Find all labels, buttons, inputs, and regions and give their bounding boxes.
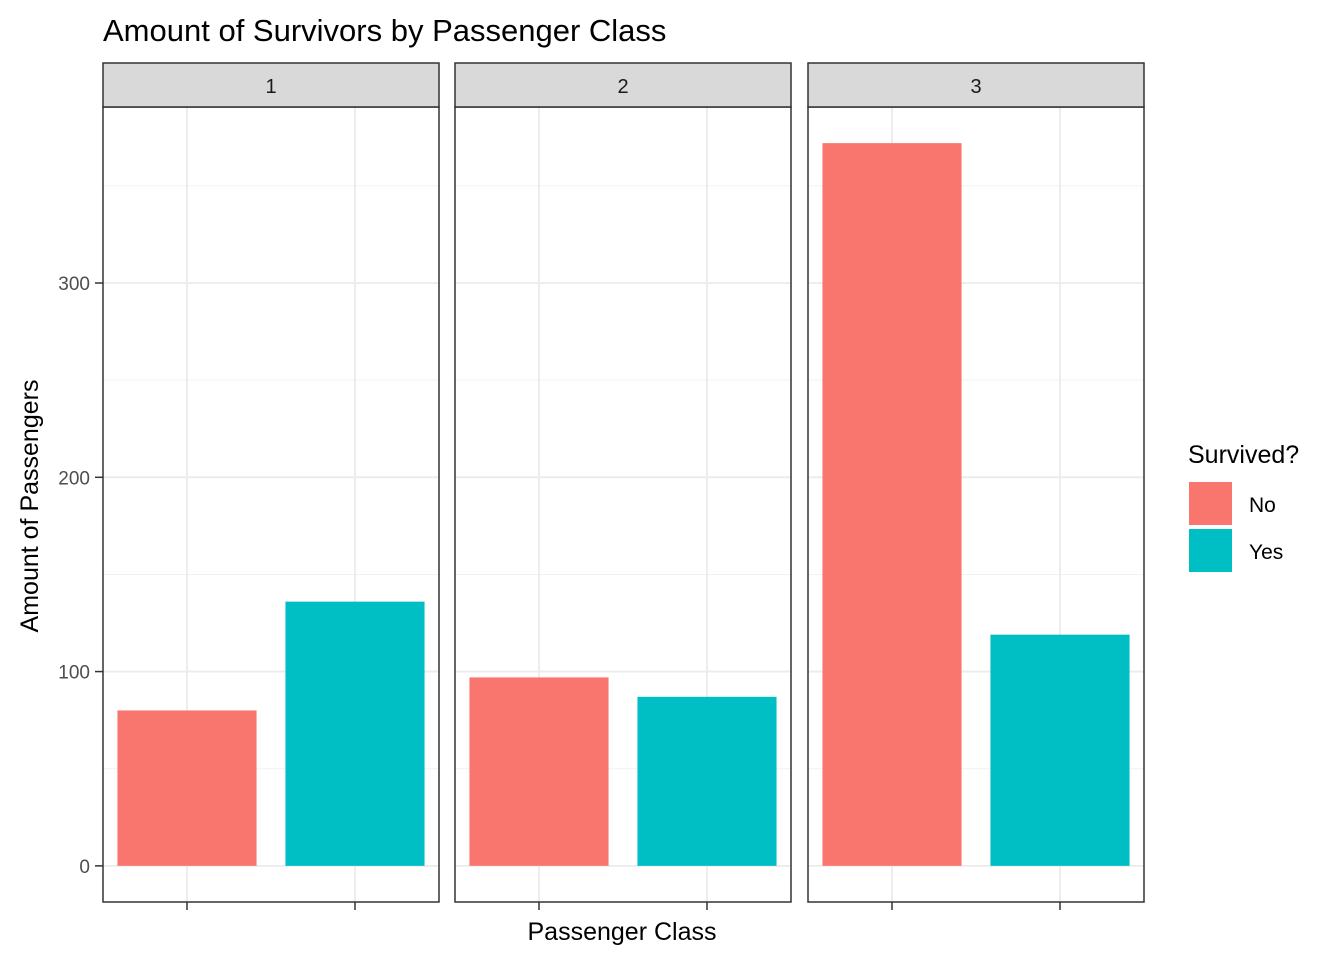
y-tick-label: 300 (58, 274, 90, 295)
legend-label: No (1249, 494, 1276, 517)
legend-entry-no: No (1189, 482, 1276, 525)
y-axis: 0 100 200 300 (58, 274, 103, 878)
bar-class-1-no (117, 710, 257, 866)
bar-class-1-yes (285, 601, 425, 866)
y-tick-label: 200 (58, 468, 90, 489)
facet-strip-label: 3 (970, 76, 981, 98)
y-axis-title: Amount of Passengers (16, 380, 44, 633)
y-tick-label: 0 (79, 857, 90, 878)
legend-key (1189, 482, 1232, 525)
legend-label: Yes (1249, 541, 1283, 564)
facet-strip (102, 62, 440, 108)
legend-key (1189, 529, 1232, 572)
facet-panel-2: 2 (454, 62, 792, 910)
facet-strip (807, 62, 1145, 108)
x-axis-title: Passenger Class (528, 918, 717, 946)
legend-title: Survived? (1188, 441, 1299, 469)
bar-class-2-no (469, 677, 609, 866)
facet-panels: 1 2 3 0 100 200 300 (58, 62, 1145, 910)
bar-class-3-no (822, 143, 962, 866)
facet-strip-label: 1 (265, 76, 276, 98)
bar-class-2-yes (637, 696, 777, 866)
legend: Survived? No Yes (1188, 441, 1299, 572)
legend-entry-yes: Yes (1189, 529, 1283, 572)
chart-title: Amount of Survivors by Passenger Class (103, 13, 666, 48)
facet-strip (454, 62, 792, 108)
facet-panel-1: 1 (102, 62, 440, 910)
y-tick-label: 100 (58, 663, 90, 684)
facet-panel-3: 3 (807, 62, 1145, 910)
bar-class-3-yes (990, 634, 1130, 866)
facet-strip-label: 2 (617, 76, 628, 98)
